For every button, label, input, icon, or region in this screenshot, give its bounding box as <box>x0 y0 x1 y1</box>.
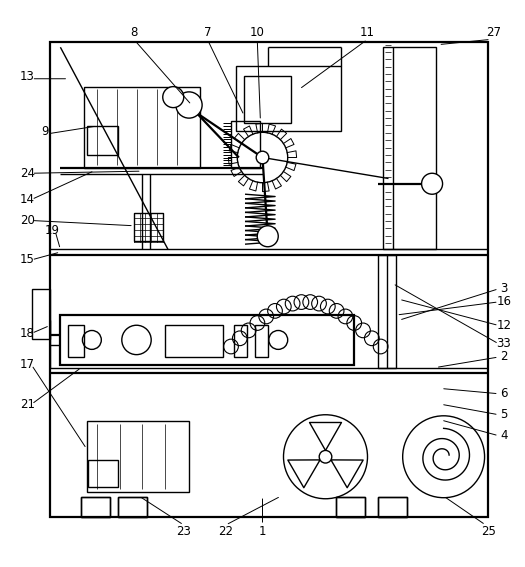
Text: 27: 27 <box>486 26 501 39</box>
Bar <box>68 325 84 357</box>
Bar <box>383 47 436 249</box>
Text: 9: 9 <box>41 125 48 138</box>
Circle shape <box>163 87 184 108</box>
Text: 23: 23 <box>176 525 191 538</box>
Text: 1: 1 <box>259 525 266 538</box>
Bar <box>134 213 163 242</box>
Text: 25: 25 <box>481 525 496 538</box>
Bar <box>234 325 247 357</box>
Text: 11: 11 <box>360 26 375 39</box>
Text: 17: 17 <box>20 358 35 371</box>
Circle shape <box>256 151 269 164</box>
Bar <box>244 76 291 124</box>
Text: 33: 33 <box>497 337 511 350</box>
Text: 24: 24 <box>20 167 35 180</box>
Text: 21: 21 <box>20 397 35 411</box>
Text: 2: 2 <box>500 350 508 363</box>
Bar <box>118 497 147 517</box>
Bar <box>87 421 189 492</box>
Bar <box>88 460 118 486</box>
Circle shape <box>422 174 443 194</box>
Text: 7: 7 <box>204 26 211 39</box>
Text: 3: 3 <box>500 282 508 295</box>
Bar <box>336 497 365 517</box>
Bar <box>165 325 223 357</box>
Bar <box>336 497 365 517</box>
Circle shape <box>319 450 332 463</box>
Bar <box>378 255 396 367</box>
Text: 20: 20 <box>20 214 35 227</box>
Text: 6: 6 <box>500 387 508 400</box>
Bar <box>87 126 118 155</box>
Bar <box>81 497 110 517</box>
Bar <box>60 315 354 365</box>
Text: 22: 22 <box>218 525 233 538</box>
Circle shape <box>257 226 278 247</box>
Bar <box>378 497 407 517</box>
Text: 14: 14 <box>20 193 35 206</box>
Bar <box>255 325 268 357</box>
Bar <box>32 289 50 338</box>
Bar <box>378 497 407 517</box>
Text: 13: 13 <box>20 70 35 83</box>
Bar <box>81 497 110 517</box>
Bar <box>50 42 488 517</box>
Bar <box>84 87 200 168</box>
Text: 4: 4 <box>500 429 508 442</box>
Text: 16: 16 <box>497 295 511 308</box>
Text: 19: 19 <box>45 225 60 238</box>
Bar <box>236 66 341 131</box>
Bar <box>231 121 260 168</box>
Text: 8: 8 <box>130 26 138 39</box>
Text: 15: 15 <box>20 253 35 266</box>
Text: 5: 5 <box>500 408 508 421</box>
Text: 18: 18 <box>20 327 35 340</box>
Bar <box>118 497 147 517</box>
Text: 12: 12 <box>497 319 511 332</box>
Text: 10: 10 <box>250 26 265 39</box>
Circle shape <box>176 92 202 118</box>
